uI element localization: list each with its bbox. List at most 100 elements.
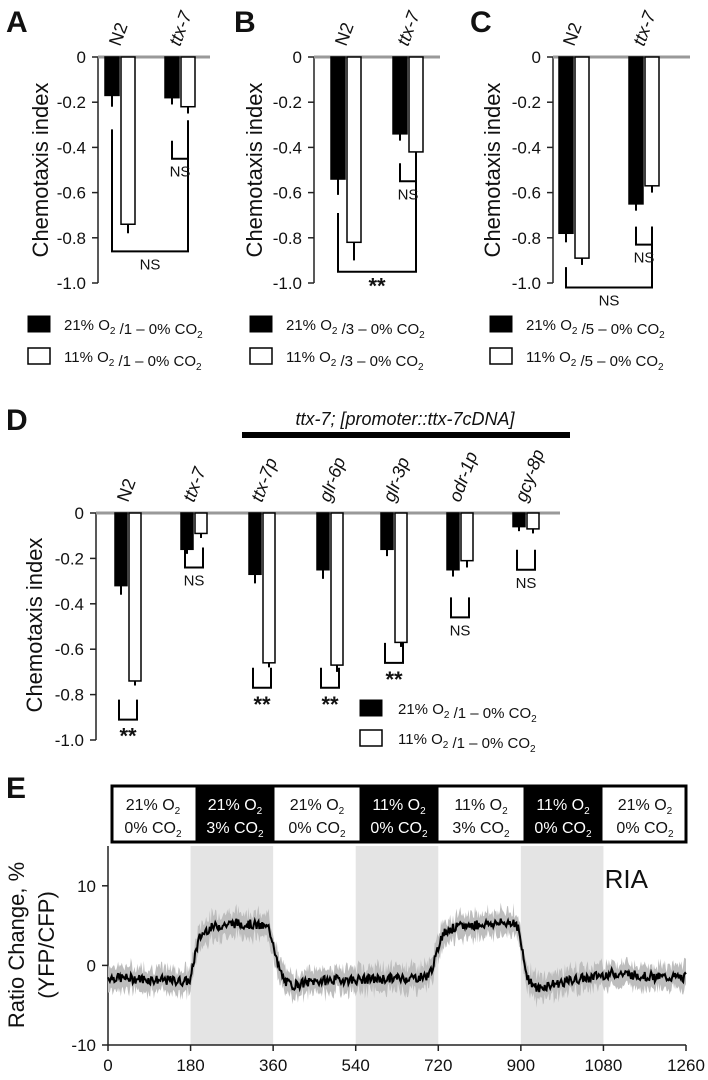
condition-co2: 0% CO2 — [370, 820, 428, 840]
legend-swatch-filled — [489, 315, 513, 333]
panel-letter: C — [470, 6, 492, 39]
panel-letter: A — [6, 6, 28, 39]
comparison-bracket — [118, 699, 138, 721]
condition-o2: 21% O2 — [126, 797, 181, 817]
y-tick-label: -0.4 — [57, 138, 86, 157]
bar — [104, 56, 120, 97]
bar — [248, 512, 262, 576]
condition-box — [359, 787, 439, 841]
trace-line — [107, 916, 687, 993]
bar — [446, 512, 460, 571]
y-axis-label: Chemotaxis index — [480, 83, 505, 258]
condition-co2: 0% CO2 — [534, 820, 592, 840]
y-tick-label: 10 — [77, 877, 96, 896]
category-label: ttx-7 — [165, 8, 196, 49]
comparison-bracket — [184, 547, 204, 569]
condition-o2: 21% O2 — [290, 797, 345, 817]
x-tick-label: 1080 — [585, 1056, 623, 1075]
comparison-bracket — [384, 642, 404, 664]
comparison-bracket — [171, 140, 189, 160]
condition-co2: 0% CO2 — [124, 820, 182, 840]
y-tick-label: -0.8 — [512, 229, 541, 248]
condition-o2: 11% O2 — [454, 797, 508, 817]
y-tick-label: -0.4 — [273, 138, 302, 157]
category-label: N2 — [331, 20, 358, 48]
category-label: ttx-7 — [393, 8, 424, 49]
condition-co2: 0% CO2 — [288, 820, 346, 840]
panel-d: D Chemotaxis index 0 -0.2 -0.4 -0.6 -0.8 -1.0 N2… — [6, 404, 570, 755]
condition-box — [605, 787, 685, 841]
y-tick-label: -0.2 — [512, 93, 541, 112]
bar — [180, 56, 196, 108]
comparison-bracket — [320, 667, 340, 689]
comparison-bracket — [399, 163, 417, 183]
panel-letter: D — [6, 404, 28, 437]
comparison-bracket — [111, 120, 189, 253]
legend-swatch-open — [27, 347, 51, 365]
category-label: ttx-7 — [179, 464, 210, 505]
bar — [164, 56, 180, 99]
bar — [526, 512, 540, 530]
y-tick-label: -0.8 — [57, 229, 86, 248]
bar — [392, 56, 408, 135]
bar — [194, 512, 208, 535]
y-tick-label: 0 — [532, 48, 541, 67]
bar — [408, 56, 424, 153]
significance-label: NS — [398, 186, 419, 203]
x-tick-label: 1260 — [667, 1056, 705, 1075]
y-tick-label: -0.6 — [512, 184, 541, 203]
category-label: glr-3p — [379, 455, 413, 505]
condition-co2: 3% CO2 — [452, 820, 510, 840]
x-tick-label: 180 — [176, 1056, 204, 1075]
bar — [262, 512, 276, 664]
significance-label: ** — [119, 724, 137, 749]
legend-label: 11% O2 /5 – 0% CO2 — [526, 349, 664, 373]
y-tick-label: -0.6 — [273, 184, 302, 203]
trace-label: RIA — [605, 864, 649, 894]
bar — [644, 56, 660, 187]
category-label: glr-6p — [315, 455, 349, 505]
legend-label: 11% O2 /1 – 0% CO2 — [64, 349, 202, 373]
comparison-bracket — [516, 549, 536, 571]
y-tick-label: -1.0 — [55, 731, 84, 750]
y-tick-label: -1.0 — [273, 274, 302, 293]
bar — [330, 512, 344, 666]
bar — [120, 56, 136, 225]
y-tick-label: -1.0 — [512, 274, 541, 293]
significance-label: NS — [170, 164, 191, 181]
comparison-bracket — [565, 226, 653, 289]
bar — [558, 56, 574, 235]
condition-co2: 0% CO2 — [616, 820, 674, 840]
significance-label: ** — [368, 274, 386, 299]
legend-label: 11% O2 /1 – 0% CO2 — [398, 731, 536, 755]
category-label: gcy-8p — [511, 447, 548, 505]
y-tick-label: -0.6 — [57, 184, 86, 203]
category-label: ttx-7 — [629, 8, 660, 49]
y-tick-label: 0 — [77, 48, 86, 67]
y-tick-label: -1.0 — [57, 274, 86, 293]
legend-label: 21% O2 /3 – 0% CO2 — [286, 317, 425, 341]
condition-box — [195, 787, 275, 841]
y-tick-label: 0 — [87, 956, 96, 975]
legend-swatch-filled — [249, 315, 273, 333]
y-tick-label: -0.4 — [512, 138, 541, 157]
condition-o2: 11% O2 — [536, 797, 590, 817]
legend-label: 21% O2 /5 – 0% CO2 — [526, 317, 665, 341]
y-tick-label: -0.8 — [55, 686, 84, 705]
condition-co2: 3% CO2 — [206, 820, 264, 840]
category-label: N2 — [559, 20, 586, 48]
x-tick-label: 900 — [507, 1056, 535, 1075]
comparison-bracket — [337, 156, 417, 273]
legend-label: 21% O2 /1 – 0% CO2 — [64, 317, 203, 341]
x-tick-label: 720 — [424, 1056, 452, 1075]
bar — [574, 56, 590, 259]
legend-swatch-filled — [27, 315, 51, 333]
category-label: odr-1p — [445, 449, 481, 504]
y-axis-label: Chemotaxis index — [242, 83, 267, 258]
bar — [512, 512, 526, 528]
bar — [346, 56, 362, 244]
legend-swatch-open — [359, 729, 383, 747]
significance-label: NS — [634, 250, 655, 267]
legend-label: 21% O2 /1 – 0% CO2 — [398, 701, 537, 725]
